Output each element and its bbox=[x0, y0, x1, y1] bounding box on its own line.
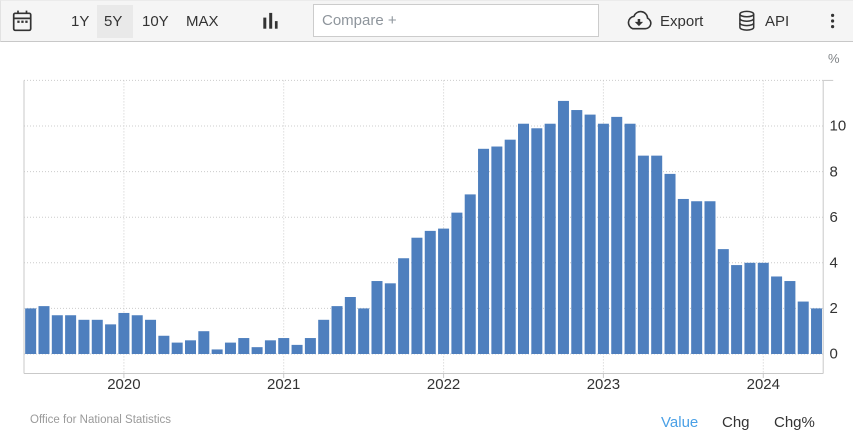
svg-text:2020: 2020 bbox=[107, 376, 140, 393]
svg-text:2024: 2024 bbox=[747, 376, 780, 393]
svg-text:2022: 2022 bbox=[427, 376, 460, 393]
svg-text:2021: 2021 bbox=[267, 376, 300, 393]
svg-text:10: 10 bbox=[830, 118, 847, 135]
svg-text:0: 0 bbox=[830, 346, 838, 363]
svg-text:%: % bbox=[828, 51, 840, 66]
svg-text:2023: 2023 bbox=[587, 376, 620, 393]
svg-text:8: 8 bbox=[830, 163, 838, 180]
svg-text:2: 2 bbox=[830, 300, 838, 317]
svg-text:6: 6 bbox=[830, 209, 838, 226]
svg-text:4: 4 bbox=[830, 255, 838, 272]
